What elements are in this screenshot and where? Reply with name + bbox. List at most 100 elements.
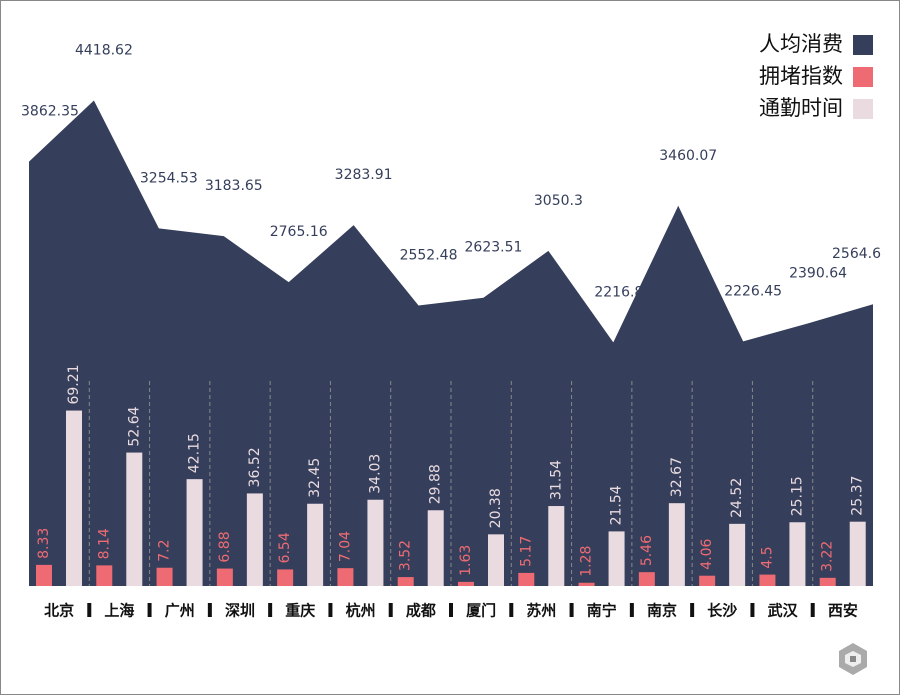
bar-value-label: 25.37 bbox=[850, 476, 866, 516]
x-tick-label: 杭州 bbox=[346, 602, 376, 620]
bar bbox=[759, 574, 776, 586]
legend-swatch bbox=[853, 67, 873, 87]
area-value-label: 2390.64 bbox=[789, 265, 847, 281]
bar-value-label: 3.22 bbox=[820, 541, 836, 572]
bar-value-label: 24.52 bbox=[729, 478, 745, 518]
bar bbox=[699, 575, 716, 586]
bar-value-label: 31.54 bbox=[548, 460, 564, 500]
bar-value-label: 7.04 bbox=[337, 531, 353, 562]
bar-value-label: 4.5 bbox=[759, 546, 775, 568]
x-tick-label: 上海 bbox=[104, 602, 134, 620]
x-tick-label: 重庆 bbox=[285, 602, 315, 620]
bar-value-label: 29.88 bbox=[428, 464, 444, 504]
tick-block bbox=[509, 603, 514, 617]
legend-label: 通勤时间 bbox=[759, 96, 843, 120]
legend-label: 人均消费 bbox=[759, 32, 843, 56]
bar-value-label: 34.03 bbox=[367, 454, 383, 494]
x-tick-label: 长沙 bbox=[707, 602, 737, 620]
bar-value-label: 4.06 bbox=[699, 538, 715, 569]
x-tick-label: 南宁 bbox=[587, 602, 617, 620]
area-value-label: 3862.35 bbox=[21, 104, 79, 120]
tick-block bbox=[268, 603, 273, 617]
bar bbox=[216, 568, 233, 586]
tick-block bbox=[629, 603, 634, 617]
bar bbox=[337, 568, 354, 586]
tick-block bbox=[147, 603, 152, 617]
area-value-label: 2216.89 bbox=[594, 284, 652, 300]
tick-block bbox=[388, 603, 393, 617]
area bbox=[29, 100, 873, 586]
bar bbox=[638, 572, 655, 586]
tick-block bbox=[328, 603, 333, 617]
bar-value-label: 52.64 bbox=[126, 406, 142, 446]
area-value-label: 2765.16 bbox=[270, 224, 328, 240]
logo-icon bbox=[839, 643, 867, 675]
area-value-label: 2226.45 bbox=[724, 283, 782, 299]
area-value-label: 2552.48 bbox=[400, 248, 458, 264]
area-value-label: 3254.53 bbox=[140, 170, 198, 186]
x-tick-label: 苏州 bbox=[526, 602, 556, 620]
x-tick-label: 广州 bbox=[165, 602, 195, 620]
bar bbox=[729, 523, 746, 586]
legend-swatch bbox=[853, 99, 873, 119]
area-value-label: 3283.91 bbox=[335, 167, 393, 183]
tick-block bbox=[207, 603, 212, 617]
bar-value-label: 69.21 bbox=[66, 364, 82, 404]
tick-block bbox=[449, 603, 453, 617]
bar bbox=[789, 522, 806, 586]
area-value-label: 2564.6 bbox=[832, 246, 881, 262]
bar bbox=[488, 534, 504, 586]
bar-value-label: 20.38 bbox=[488, 488, 504, 528]
x-tick-label: 厦门 bbox=[466, 602, 496, 620]
area-value-label: 2623.51 bbox=[465, 240, 523, 256]
bar-value-label: 1.28 bbox=[579, 546, 595, 577]
bar bbox=[367, 499, 384, 586]
bar bbox=[36, 564, 52, 586]
bar bbox=[819, 577, 836, 586]
tick-block bbox=[690, 603, 695, 617]
bar-value-label: 8.14 bbox=[96, 528, 112, 559]
bar bbox=[397, 577, 414, 586]
bar bbox=[518, 572, 535, 586]
area-value-label: 3050.3 bbox=[534, 193, 583, 209]
bar-value-label: 3.52 bbox=[398, 540, 414, 571]
tick-block bbox=[87, 603, 92, 617]
legend-swatch bbox=[853, 35, 873, 55]
bar bbox=[548, 506, 565, 586]
bar-value-label: 6.54 bbox=[277, 532, 293, 563]
bar bbox=[277, 569, 294, 586]
bar-value-label: 6.88 bbox=[217, 531, 233, 562]
bar bbox=[246, 493, 263, 586]
bar bbox=[126, 452, 143, 586]
area-value-label: 4418.62 bbox=[75, 42, 133, 58]
bar bbox=[849, 521, 866, 586]
bar-value-label: 1.63 bbox=[458, 545, 474, 576]
bar-value-label: 7.2 bbox=[157, 539, 173, 561]
x-tick-label: 成都 bbox=[406, 602, 436, 620]
tick-block bbox=[750, 603, 755, 617]
bar bbox=[578, 582, 595, 586]
bar-value-label: 42.15 bbox=[187, 433, 203, 473]
x-tick-label: 深圳 bbox=[225, 602, 255, 620]
x-tick-label: 武汉 bbox=[768, 602, 799, 620]
bar-value-label: 5.46 bbox=[639, 535, 655, 566]
x-tick-label: 北京 bbox=[44, 602, 74, 620]
bar-value-label: 32.67 bbox=[669, 457, 685, 497]
x-tick-label: 西安 bbox=[828, 602, 858, 620]
bar bbox=[307, 503, 324, 586]
bar bbox=[608, 531, 625, 586]
tick-block bbox=[810, 603, 815, 617]
bar bbox=[668, 503, 685, 586]
area-value-label: 3460.07 bbox=[659, 148, 717, 164]
bar bbox=[96, 565, 113, 586]
bar bbox=[156, 567, 173, 586]
legend-label: 拥堵指数 bbox=[759, 64, 843, 88]
area-value-label: 3183.65 bbox=[205, 178, 263, 194]
bar bbox=[458, 581, 474, 586]
tick-block bbox=[569, 603, 574, 617]
bar-value-label: 32.45 bbox=[307, 458, 323, 498]
bar bbox=[186, 479, 203, 586]
bar bbox=[66, 410, 82, 586]
